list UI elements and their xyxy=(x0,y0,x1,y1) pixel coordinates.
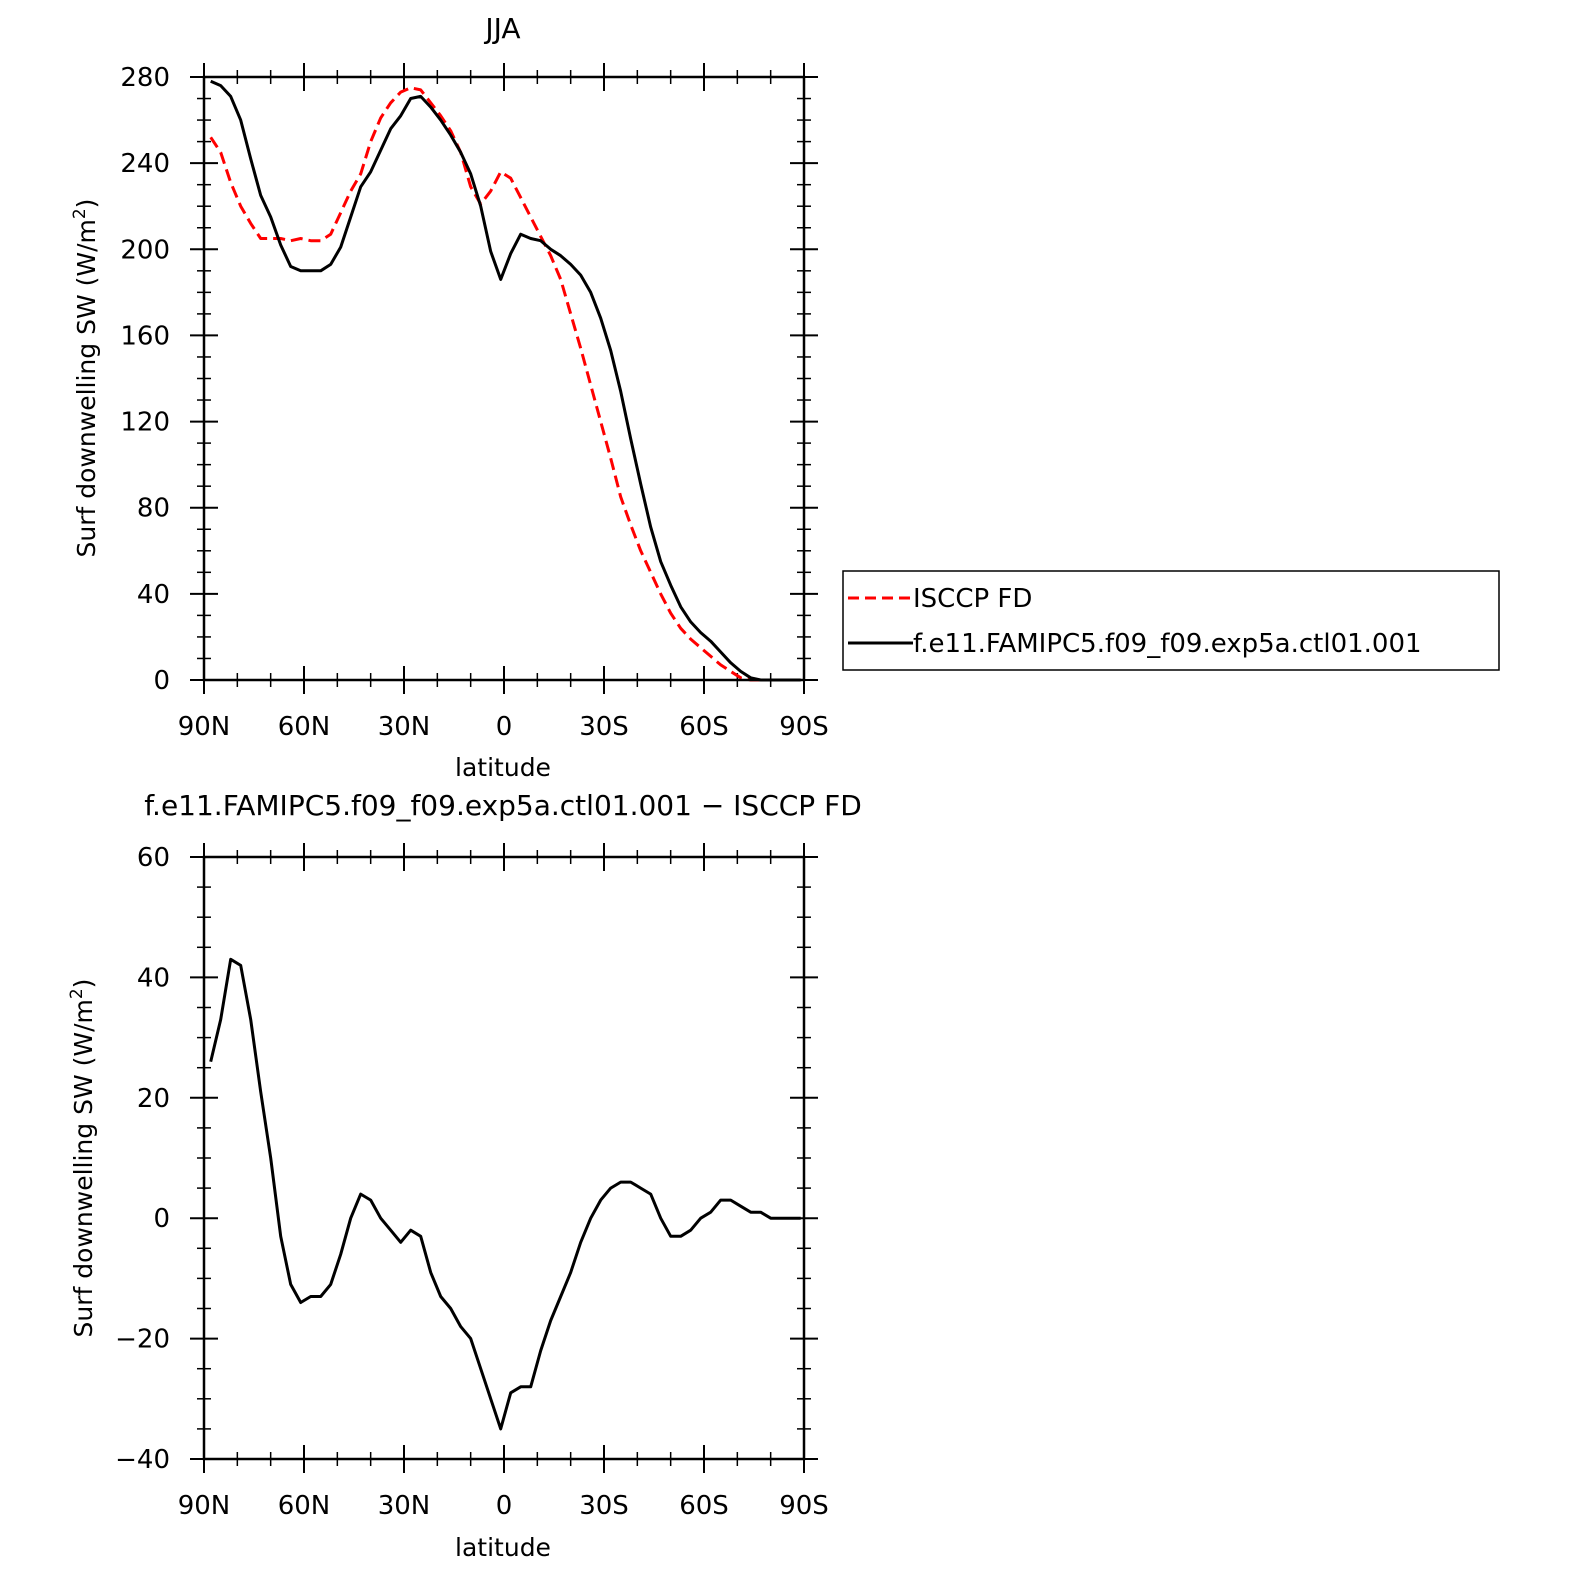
y-tick-label: 20 xyxy=(137,1084,170,1114)
y-axis-label: Surf downwelling SW (W/m2) xyxy=(70,199,101,558)
plot-frame xyxy=(202,855,806,1461)
series-lines xyxy=(209,79,801,682)
difference-title: f.e11.FAMIPC5.f09_f09.exp5a.ctl01.001 − … xyxy=(144,789,862,822)
x-tick-label: 90S xyxy=(779,1491,829,1521)
legend-label-isccp: ISCCP FD xyxy=(913,584,1032,614)
y-tick-label: 0 xyxy=(153,1204,170,1234)
y-tick-labels: 0 40 80 120 160 200 240 280 xyxy=(120,63,170,696)
y-axis-label-main: Surf downwelling SW (W/m xyxy=(72,219,101,557)
y-axis-label-main: Surf downwelling SW (W/m xyxy=(69,999,98,1337)
y-tick-label: 40 xyxy=(137,963,170,993)
x-tick-label: 30S xyxy=(579,712,629,742)
y-axis-label-end: ) xyxy=(69,979,98,989)
tick-marks xyxy=(190,63,818,694)
x-tick-labels: 90N 60N 30N 0 30S 60S 90S xyxy=(178,712,829,742)
y-tick-label: 120 xyxy=(120,408,170,438)
x-tick-label: 90S xyxy=(779,712,829,742)
x-tick-label: 90N xyxy=(178,712,231,742)
x-tick-label: 90N xyxy=(178,1491,231,1521)
legend-box xyxy=(842,570,1500,671)
legend: ISCCP FD f.e11.FAMIPC5.f09_f09.exp5a.ctl… xyxy=(842,570,1500,671)
x-tick-label: 0 xyxy=(496,712,513,742)
y-tick-label: −20 xyxy=(115,1325,170,1355)
y-tick-label: 0 xyxy=(153,666,170,696)
x-tick-label: 30S xyxy=(579,1491,629,1521)
x-tick-label: 60N xyxy=(278,712,331,742)
y-axis-label-sup: 2 xyxy=(70,208,90,219)
y-tick-label: 160 xyxy=(120,321,170,351)
x-axis-label: latitude xyxy=(455,753,551,782)
x-tick-labels: 90N 60N 30N 0 30S 60S 90S xyxy=(178,1491,829,1521)
x-tick-label: 30N xyxy=(378,712,431,742)
y-tick-label: −40 xyxy=(115,1445,170,1475)
x-tick-label: 0 xyxy=(496,1491,513,1521)
y-axis-label-end: ) xyxy=(72,199,101,209)
series-line-model xyxy=(210,79,801,682)
series-line-difference xyxy=(209,957,801,1431)
y-tick-label: 40 xyxy=(137,580,170,610)
x-axis-label: latitude xyxy=(455,1533,551,1562)
y-tick-label: 240 xyxy=(120,149,170,179)
x-tick-label: 60N xyxy=(278,1491,331,1521)
y-axis-label: Surf downwelling SW (W/m2) xyxy=(67,979,98,1338)
y-tick-label: 60 xyxy=(137,843,170,873)
chart-title: JJA xyxy=(483,12,520,45)
x-tick-label: 60S xyxy=(679,1491,729,1521)
legend-label-model: f.e11.FAMIPC5.f09_f09.exp5a.ctl01.001 xyxy=(913,629,1422,659)
y-tick-labels: −40 −20 0 20 40 60 xyxy=(115,843,170,1475)
x-tick-label: 30N xyxy=(378,1491,431,1521)
series-lines xyxy=(209,957,801,1431)
surface-sw-panel: JJA 90N 60N 30N 0 30S 60S 90S 0 40 80 120 160 200 24… xyxy=(70,12,1500,782)
y-tick-label: 280 xyxy=(120,63,170,93)
y-tick-label: 80 xyxy=(137,494,170,524)
difference-panel: f.e11.FAMIPC5.f09_f09.exp5a.ctl01.001 − … xyxy=(67,789,862,1562)
y-tick-label: 200 xyxy=(120,235,170,265)
series-line-isccp-fd xyxy=(209,86,801,682)
x-tick-label: 60S xyxy=(679,712,729,742)
plot-frame xyxy=(202,75,806,682)
y-axis-label-sup: 2 xyxy=(67,988,87,999)
tick-marks xyxy=(190,843,818,1473)
